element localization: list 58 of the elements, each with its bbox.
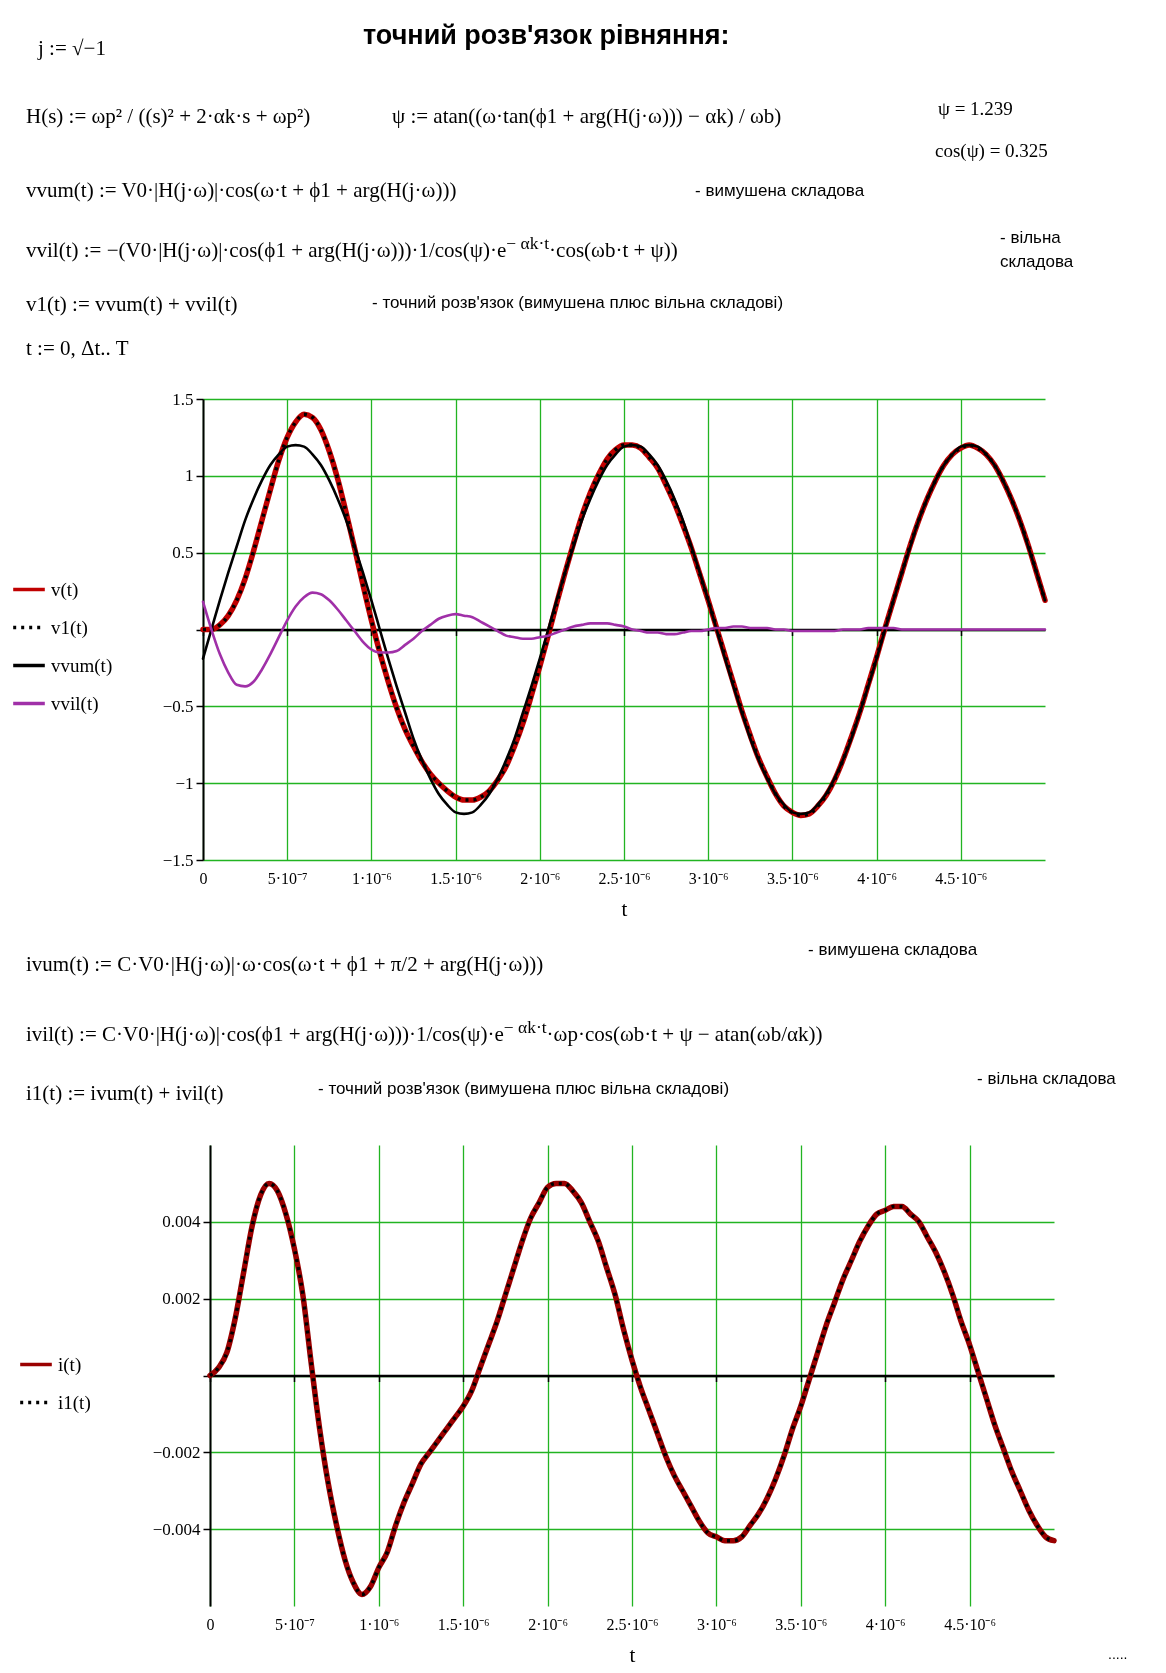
x-tick-label: 4·10⁻⁶ xyxy=(857,869,898,887)
y-tick-label: 0.5 xyxy=(172,543,194,563)
x-tick-label: 2·10⁻⁶ xyxy=(528,1615,569,1633)
x-tick-label: 2.5·10⁻⁶ xyxy=(606,1615,659,1633)
text: t := 0, Δt.. T xyxy=(26,336,129,361)
legend-label: vvil(t) xyxy=(51,692,99,715)
text: - вимушена складова xyxy=(695,181,865,201)
legend-label: v(t) xyxy=(51,578,79,601)
y-tick-label: 1.5 xyxy=(172,389,194,409)
text: - вільна складова xyxy=(977,1069,1116,1089)
text: ivil(t) := C·V0·|H(j·ω)|·cos(ϕ1 + arg(H(j·ω)))·1/cos(ψ)·e$^{− αk·t}$·ωp·cos(ωb·t + ψ − atan(ωb/αk)) xyxy=(26,1017,823,1047)
text: - точний розв'язок (вимушена плюс вільна складові) xyxy=(318,1079,730,1099)
x-tick-label: 3.5·10⁻⁶ xyxy=(766,869,819,887)
x-tick-label: 5·10⁻⁷ xyxy=(267,869,308,887)
legend-label: vvum(t) xyxy=(51,654,113,677)
text: cos(ψ) = 0.325 xyxy=(935,140,1048,162)
text: vvum(t) := V0·|H(j·ω)|·cos(ω·t + ϕ1 + arg(H(j·ω))) xyxy=(26,178,457,203)
text: ivum(t) := C·V0·|H(j·ω)|·ω·cos(ω·t + ϕ1 + π/2 + arg(H(j·ω))) xyxy=(26,952,544,977)
text: ψ := atan((ω·tan(ϕ1 + arg(H(j·ω))) − αk) / ωb) xyxy=(392,104,782,129)
y-tick-label: −0.5 xyxy=(162,696,194,716)
text: ..... xyxy=(1108,1646,1128,1663)
text: v1(t) := vvum(t) + vvil(t) xyxy=(26,292,238,317)
x-tick-label: 1·10⁻⁶ xyxy=(351,869,392,887)
y-tick-label: −1 xyxy=(175,773,194,793)
y-tick-label: −0.002 xyxy=(152,1442,201,1462)
x-tick-label: 3.5·10⁻⁶ xyxy=(775,1615,828,1633)
text: - вимушена складова xyxy=(808,940,978,960)
text: i1(t) := ivum(t) + ivil(t) xyxy=(26,1081,224,1106)
text: H(s) := ωp² / ((s)² + 2·αk·s + ωp²) xyxy=(26,104,311,129)
legend-label: i1(t) xyxy=(58,1391,91,1414)
x-tick-label: 3·10⁻⁶ xyxy=(696,1615,737,1633)
x-tick-label: 2.5·10⁻⁶ xyxy=(598,869,651,887)
x-tick-label: 4.5·10⁻⁶ xyxy=(935,869,988,887)
x-tick-label: 4.5·10⁻⁶ xyxy=(944,1615,997,1633)
x-tick-label: 5·10⁻⁷ xyxy=(274,1615,315,1633)
x-tick-label: 0 xyxy=(206,1615,215,1633)
x-axis-title: t xyxy=(629,1642,636,1667)
x-tick-label: 2·10⁻⁶ xyxy=(520,869,561,887)
y-tick-label: 1 xyxy=(185,466,194,486)
text: - точний розв'язок (вимушена плюс вільна складові) xyxy=(372,293,784,313)
x-tick-label: 1.5·10⁻⁶ xyxy=(430,869,483,887)
x-tick-label: 1·10⁻⁶ xyxy=(359,1615,400,1633)
x-tick-label: 4·10⁻⁶ xyxy=(865,1615,906,1633)
legend-label: v1(t) xyxy=(51,616,88,639)
text: vvil(t) := −(V0·|H(j·ω)|·cos(ϕ1 + arg(H(j·ω)))·1/cos(ψ)·e$^{− αk·t}$·cos(ωb·t + ψ)) xyxy=(26,233,678,263)
text: ψ = 1.239 xyxy=(938,98,1013,120)
text: - вільна складова xyxy=(1000,227,1075,273)
y-tick-label: −0.004 xyxy=(152,1519,201,1539)
y-tick-label: −1.5 xyxy=(162,850,194,870)
chart-title: точний розв'язок рівняння: xyxy=(363,20,730,52)
y-tick-label: 0.004 xyxy=(162,1212,201,1232)
text: j := √−1 xyxy=(38,36,106,61)
x-axis-title: t xyxy=(621,896,628,921)
x-tick-label: 0 xyxy=(199,869,208,887)
y-tick-label: 0.002 xyxy=(162,1289,201,1309)
x-tick-label: 3·10⁻⁶ xyxy=(688,869,729,887)
legend-label: i(t) xyxy=(58,1353,82,1376)
x-tick-label: 1.5·10⁻⁶ xyxy=(437,1615,490,1633)
